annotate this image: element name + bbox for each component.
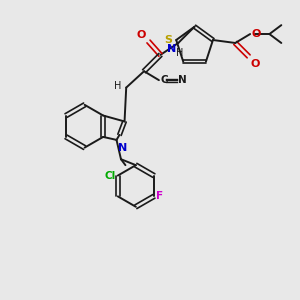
Text: Cl: Cl [104, 171, 116, 181]
Text: N: N [167, 44, 177, 55]
Text: N: N [118, 143, 127, 154]
Text: O: O [252, 29, 261, 39]
Text: O: O [250, 59, 260, 69]
Text: C: C [160, 75, 168, 85]
Text: S: S [165, 35, 172, 45]
Text: O: O [137, 30, 146, 40]
Text: F: F [156, 191, 164, 201]
Text: H: H [114, 81, 122, 91]
Text: N: N [178, 75, 187, 85]
Text: H: H [176, 48, 183, 59]
